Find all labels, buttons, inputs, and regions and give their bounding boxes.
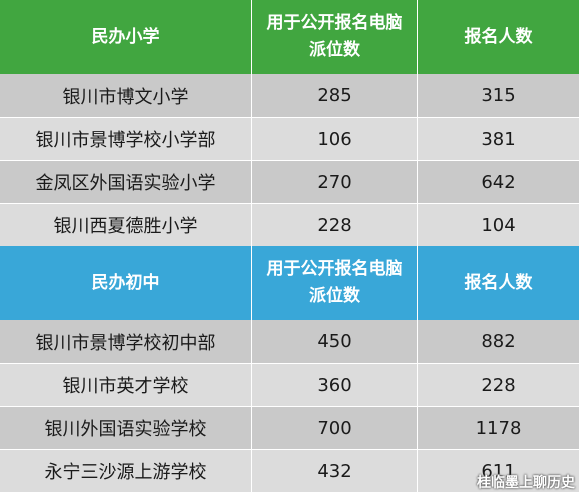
school-name-cell: 银川市景博学校小学部 [0, 118, 252, 160]
primary-header-row: 民办小学 用于公开报名电脑派位数 报名人数 [0, 0, 579, 74]
table-row: 银川西夏德胜小学 228 104 [0, 203, 579, 246]
table-row: 银川市英才学校 360 228 [0, 363, 579, 406]
table-row: 银川市景博学校小学部 106 381 [0, 117, 579, 160]
school-name-cell: 永宁三沙源上游学校 [0, 450, 252, 492]
applicants-cell: 228 [481, 374, 516, 396]
seats-cell: 228 [252, 204, 418, 246]
applicants-cell: 611 [481, 460, 516, 482]
header-lottery-seats-text: 用于公开报名电脑派位数 [266, 259, 403, 306]
seats-cell: 450 [252, 320, 418, 363]
header-lottery-seats: 用于公开报名电脑派位数 [252, 0, 418, 74]
header-school-type: 民办小学 [0, 0, 252, 74]
table-row: 银川外国语实验学校 700 1178 [0, 406, 579, 449]
school-name-cell: 银川市博文小学 [0, 74, 252, 117]
school-name-cell: 银川外国语实验学校 [0, 407, 252, 449]
seats-cell: 700 [252, 407, 418, 449]
table-row: 永宁三沙源上游学校 432 611 [0, 449, 579, 492]
header-applicants: 报名人数 [464, 272, 533, 293]
school-name-cell: 银川市景博学校初中部 [0, 320, 252, 363]
middle-header-row: 民办初中 用于公开报名电脑派位数 报名人数 [0, 246, 579, 320]
applicants-cell: 315 [481, 85, 516, 106]
school-name-cell: 金凤区外国语实验小学 [0, 161, 252, 203]
table-row: 银川市景博学校初中部 450 882 [0, 320, 579, 363]
seats-cell: 270 [252, 161, 418, 203]
table-row: 金凤区外国语实验小学 270 642 [0, 160, 579, 203]
seats-cell: 432 [252, 450, 418, 492]
applicants-cell: 381 [481, 128, 516, 150]
header-applicants: 报名人数 [464, 26, 533, 47]
header-lottery-seats: 用于公开报名电脑派位数 [252, 246, 418, 320]
watermark-text: 桂临墨上聊历史 [477, 475, 575, 491]
seats-cell: 106 [252, 118, 418, 160]
header-lottery-seats-text: 用于公开报名电脑派位数 [266, 13, 403, 60]
applicants-cell: 882 [481, 331, 516, 352]
applicants-cell: 1178 [475, 417, 522, 439]
header-school-type: 民办初中 [0, 246, 252, 320]
school-name-cell: 银川市英才学校 [0, 364, 252, 406]
school-name-cell: 银川西夏德胜小学 [0, 204, 252, 246]
table-row: 银川市博文小学 285 315 [0, 74, 579, 117]
seats-cell: 360 [252, 364, 418, 406]
seats-cell: 285 [252, 74, 418, 117]
applicants-cell: 642 [481, 171, 516, 193]
applicants-cell: 104 [481, 214, 516, 236]
